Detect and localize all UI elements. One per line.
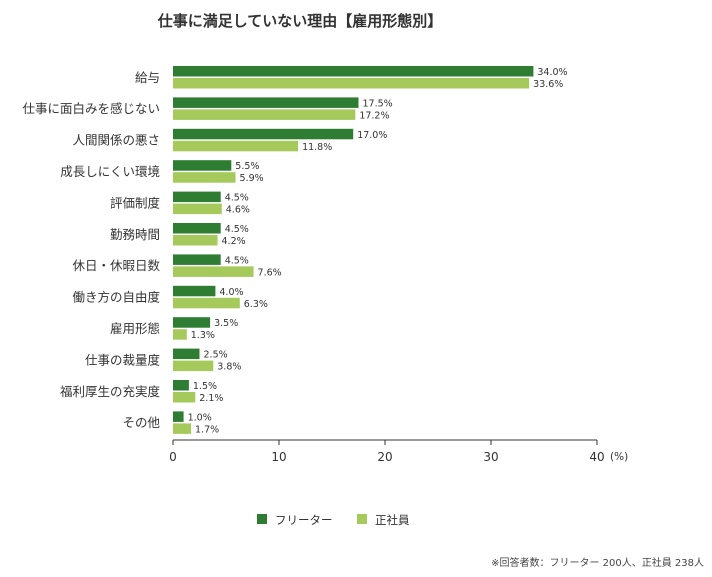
category-label: 働き方の自由度: [72, 290, 160, 305]
x-tick-label: 30: [483, 450, 498, 464]
data-label: 2.1%: [199, 393, 223, 404]
category-label: 仕事に面白みを感じない: [22, 101, 160, 116]
category-label: 仕事の裁量度: [85, 352, 161, 367]
data-label: 1.7%: [195, 424, 219, 435]
x-tick-label: 20: [377, 450, 392, 464]
bar-freeter: [173, 128, 354, 140]
data-label: 3.5%: [214, 318, 238, 329]
bar-freeter: [173, 223, 221, 234]
data-label: 34.0%: [537, 67, 567, 78]
bar-freeter: [173, 411, 184, 422]
bar-seishain: [173, 392, 196, 403]
data-label: 4.0%: [219, 287, 243, 298]
bar-seishain: [173, 109, 356, 120]
bar-seishain: [173, 78, 530, 89]
bar-seishain: [173, 140, 299, 152]
data-label: 17.2%: [359, 110, 389, 121]
bar-seishain: [173, 329, 187, 340]
bar-freeter: [173, 160, 232, 171]
data-label: 17.0%: [357, 130, 387, 141]
category-label: 福利厚生の充実度: [60, 384, 161, 399]
bar-freeter: [173, 317, 211, 328]
data-label: 4.6%: [226, 205, 250, 216]
bar-freeter: [173, 191, 221, 203]
bar-seishain: [173, 423, 192, 434]
bar-seishain: [173, 297, 240, 309]
data-label: 4.5%: [225, 224, 249, 235]
category-label: 雇用形態: [110, 321, 160, 336]
x-axis-unit: (%): [610, 451, 628, 463]
category-label: 勤務時間: [110, 227, 160, 242]
data-label: 1.0%: [188, 412, 212, 423]
chart-title: 仕事に満足していない理由【雇用形態別】: [157, 12, 443, 30]
legend-label: フリーター: [275, 513, 333, 527]
category-label: 給与: [135, 70, 160, 85]
bar-freeter: [173, 97, 359, 108]
data-label: 3.8%: [217, 362, 241, 373]
legend-swatch: [257, 514, 267, 524]
bar-freeter: [173, 348, 200, 360]
bar-freeter: [173, 66, 534, 77]
bar-seishain: [173, 203, 222, 215]
category-label: 成長しにくい環境: [60, 164, 160, 179]
x-tick-label: 40: [589, 450, 604, 464]
bar-seishain: [173, 266, 254, 277]
x-tick-label: 0: [169, 450, 177, 464]
bar-seishain: [173, 172, 236, 183]
footnote: ※回答者数：フリーター 200人、正社員 238人: [491, 556, 704, 569]
bar-freeter: [173, 254, 221, 265]
category-label: 人間関係の悪さ: [72, 133, 160, 148]
data-label: 17.5%: [363, 98, 393, 109]
data-label: 11.8%: [302, 142, 332, 153]
bar-seishain: [173, 360, 214, 372]
category-label: 評価制度: [110, 195, 161, 210]
data-label: 1.5%: [193, 381, 217, 392]
data-label: 2.5%: [204, 350, 228, 361]
data-label: 5.9%: [240, 173, 264, 184]
category-label: 休日・休暇日数: [72, 258, 160, 273]
bar-freeter: [173, 285, 216, 297]
bar-freeter: [173, 380, 189, 391]
data-label: 33.6%: [533, 79, 563, 90]
data-label: 4.2%: [222, 236, 246, 247]
x-tick-label: 10: [271, 450, 286, 464]
legend-swatch: [357, 514, 367, 524]
bar-seishain: [173, 235, 218, 246]
legend-label: 正社員: [375, 513, 410, 527]
data-label: 7.6%: [258, 267, 282, 278]
category-label: その他: [122, 415, 160, 430]
data-label: 1.3%: [191, 330, 215, 341]
data-label: 4.5%: [225, 193, 249, 204]
data-label: 5.5%: [235, 161, 259, 172]
data-label: 4.5%: [225, 255, 249, 266]
data-label: 6.3%: [244, 299, 268, 310]
